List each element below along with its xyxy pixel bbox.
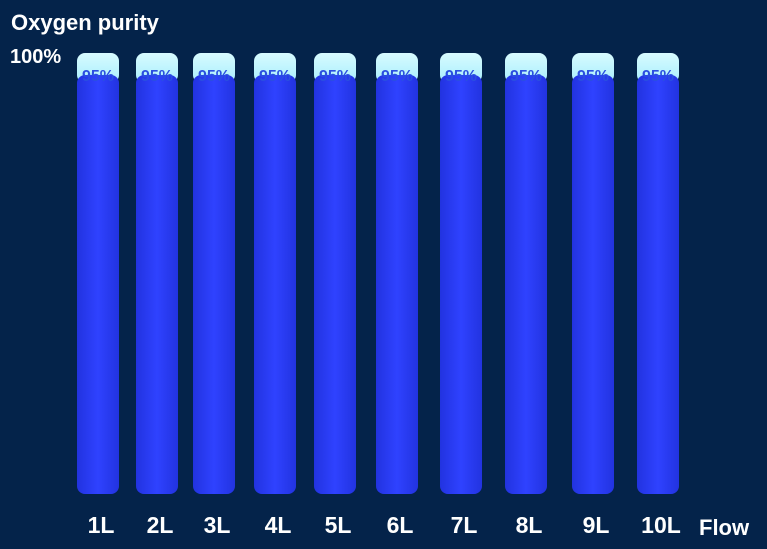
x-tick-label: 4L	[265, 512, 292, 538]
y-axis-max-label: 100%	[10, 46, 62, 68]
x-tick-label: 2L	[147, 512, 174, 538]
data-label: 95%	[141, 68, 173, 85]
bar	[572, 75, 614, 495]
x-tick-label: 1L	[88, 512, 115, 538]
x-tick-label: 9L	[583, 512, 610, 538]
data-label: 95%	[381, 68, 413, 85]
bar	[136, 75, 178, 495]
data-label: 95%	[198, 68, 230, 85]
x-tick-label: 10L	[641, 512, 681, 538]
data-label: 95%	[82, 68, 114, 85]
bar	[314, 75, 356, 495]
data-label: 95%	[642, 68, 674, 85]
bar	[77, 75, 119, 495]
data-label: 95%	[259, 68, 291, 85]
bar	[440, 75, 482, 495]
x-tick-label: 3L	[204, 512, 231, 538]
x-axis-title: Flow	[699, 515, 750, 540]
x-tick-label: 6L	[387, 512, 414, 538]
bar	[505, 75, 547, 495]
bar	[193, 75, 235, 495]
x-tick-label: 8L	[516, 512, 543, 538]
x-tick-label: 7L	[451, 512, 478, 538]
bar	[254, 75, 296, 495]
data-label: 95%	[319, 68, 351, 85]
data-label: 95%	[577, 68, 609, 85]
bar	[637, 75, 679, 495]
data-label: 95%	[445, 68, 477, 85]
data-label: 95%	[510, 68, 542, 85]
y-axis-title: Oxygen purity	[11, 10, 159, 35]
bar	[376, 75, 418, 495]
x-tick-label: 5L	[325, 512, 352, 538]
